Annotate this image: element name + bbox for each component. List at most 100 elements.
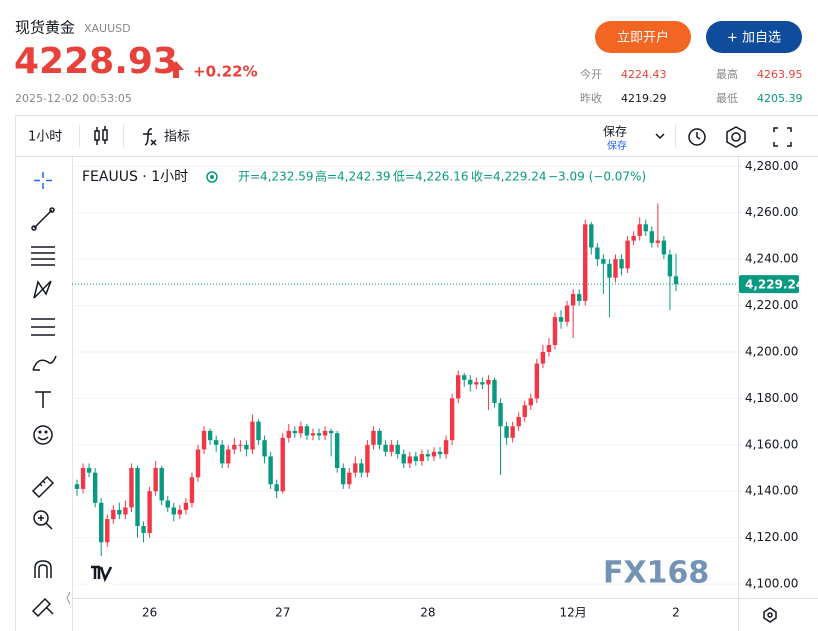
up-arrow (168, 61, 184, 78)
y-tick-label: 4,180.00 (745, 391, 798, 405)
candle-body (322, 430, 328, 436)
candle-body (595, 247, 600, 260)
emoji-tool[interactable] (33, 425, 53, 445)
collapse-toggle[interactable] (66, 591, 71, 605)
axis-settings[interactable] (763, 607, 777, 623)
candle-body (516, 416, 521, 427)
candle-body (377, 430, 382, 445)
candle-body (564, 305, 570, 322)
crosshair-tool[interactable] (34, 172, 52, 189)
interval[interactable]: 1小时 (28, 130, 62, 145)
candle-body (213, 440, 219, 445)
candle-body (86, 468, 92, 473)
candle-body (74, 484, 80, 489)
candle-body (123, 507, 128, 515)
symbol: XAUUSD (84, 22, 131, 35)
candle-body (504, 426, 509, 438)
stat-label: 今开 (580, 67, 602, 81)
save-menu[interactable] (655, 133, 665, 140)
legend-symbol: FEAUUS · 1小时 (82, 169, 188, 185)
candle-body (486, 379, 491, 385)
candle-body (431, 451, 437, 457)
legend-low: 低=4,226.16 (393, 170, 469, 184)
candle-body (220, 444, 225, 464)
fib-tool[interactable] (31, 318, 55, 336)
candle-body (437, 451, 443, 455)
x-tick-label: 28 (420, 606, 435, 620)
legend-close: 收=4,229.24 (471, 170, 547, 184)
indicators[interactable]: 指标 (164, 130, 190, 145)
candle-body (552, 317, 558, 346)
candle-body (341, 468, 346, 485)
candle-body (365, 444, 370, 473)
candle-body (413, 456, 419, 462)
change: +0.22% (193, 63, 258, 81)
candle-body (129, 468, 134, 508)
candle-body (455, 375, 461, 399)
save-status: 保存 (607, 139, 627, 152)
candle-body (655, 240, 661, 243)
x-tick-label: 12月 (560, 606, 587, 620)
candle-body (492, 379, 497, 404)
alert-icon[interactable] (688, 128, 706, 146)
trendline-tool[interactable] (31, 207, 55, 231)
candle-body (256, 421, 261, 441)
candle-body (353, 463, 358, 473)
price: 4228.93 (14, 41, 178, 82)
candle-body (661, 240, 667, 255)
y-tick-label: 4,120.00 (745, 530, 798, 544)
candle-body (389, 444, 394, 452)
stat-value: 4224.43 (621, 68, 667, 81)
open-account-button[interactable] (595, 21, 691, 53)
chart-frame (15, 115, 818, 631)
candle-body (147, 491, 152, 534)
watchlist-label[interactable]: + 加自选 (727, 31, 781, 46)
market-status (206, 171, 218, 183)
indicator-icon[interactable] (143, 128, 157, 146)
candle-body (383, 444, 388, 452)
candle-body (135, 468, 140, 527)
candle-body (371, 430, 376, 445)
x-tick-label: 2 (672, 606, 680, 620)
brush-tool[interactable] (32, 355, 57, 371)
candle-body (643, 224, 648, 232)
market-status-dot (210, 175, 214, 179)
open-account-label[interactable]: 立即开户 (617, 30, 669, 46)
stat-label: 昨收 (580, 91, 602, 105)
magnet-tool[interactable] (34, 560, 52, 578)
candle-body (195, 449, 201, 478)
zoom-tool[interactable] (33, 510, 53, 530)
candle-body (649, 231, 654, 243)
candle-body (292, 430, 298, 434)
stat-value: 4219.29 (621, 92, 667, 105)
pattern-tool[interactable] (33, 280, 52, 299)
candle-body (334, 433, 340, 469)
candle-body (274, 484, 279, 492)
candle-body (165, 500, 170, 508)
y-tick-label: 4,240.00 (745, 252, 798, 266)
last-price-tag (739, 275, 799, 294)
watchlist-button[interactable] (706, 21, 802, 53)
settings-icon[interactable] (726, 126, 746, 148)
candle-body (619, 259, 624, 269)
candle-body (583, 224, 588, 301)
candle-body (244, 444, 249, 450)
candle-body (105, 519, 110, 543)
candle-body (92, 472, 98, 503)
text-tool[interactable] (35, 391, 51, 408)
candle-body (183, 502, 189, 510)
plot: 4,100.00 4,120.00 4,140.00 4,160.00 4,180.00… (72, 159, 804, 620)
save[interactable]: 保存 (603, 125, 627, 139)
candle-body (546, 345, 552, 352)
candle-type-icon[interactable] (94, 126, 108, 145)
lock-tool[interactable] (31, 597, 54, 618)
stat-label: 最高 (716, 67, 738, 81)
candle-body (419, 454, 425, 462)
watermark: FX168 (603, 556, 709, 591)
ruler-tool[interactable] (31, 475, 55, 499)
candle-body (558, 317, 564, 322)
lines-tool[interactable] (31, 246, 55, 266)
fullscreen-icon[interactable] (773, 127, 792, 147)
